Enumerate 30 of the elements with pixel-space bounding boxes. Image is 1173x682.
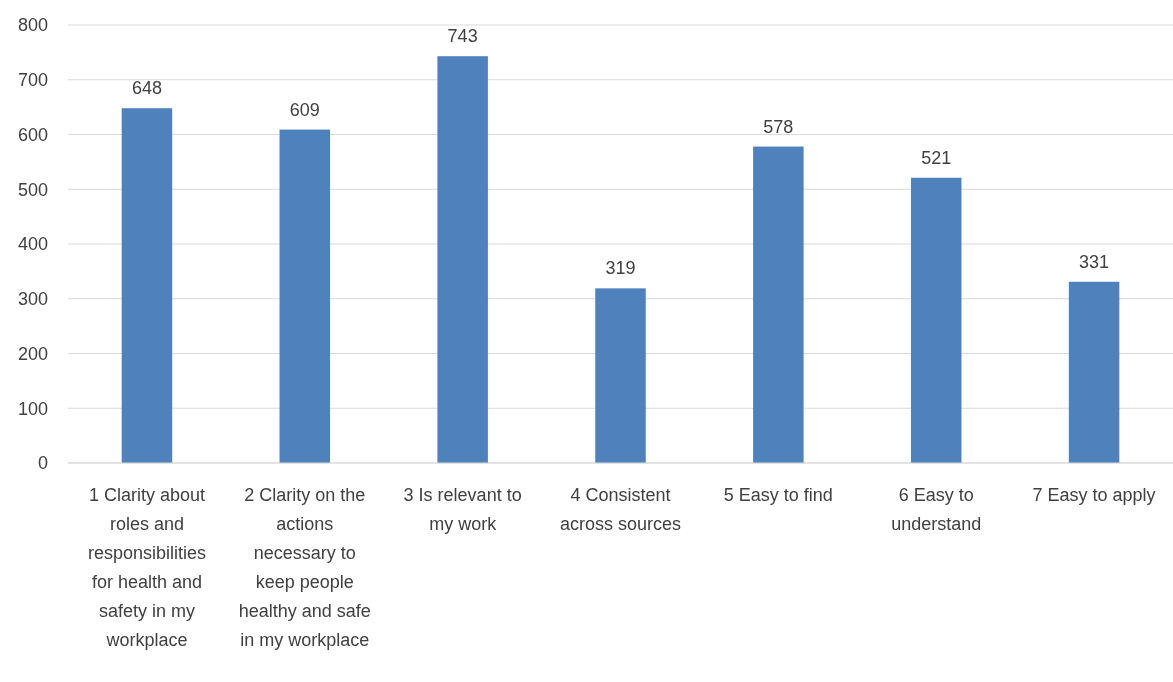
bar bbox=[1068, 281, 1120, 463]
y-tick-label: 200 bbox=[17, 343, 48, 364]
bar bbox=[279, 129, 331, 463]
y-tick-label: 800 bbox=[17, 15, 48, 36]
y-tick-label: 0 bbox=[37, 453, 48, 474]
x-tick-label: 1 Clarity about roles and responsibilities for health and safety in my workplace bbox=[87, 485, 206, 650]
data-label: 743 bbox=[447, 26, 478, 47]
bar bbox=[595, 288, 646, 463]
data-label: 331 bbox=[1079, 251, 1110, 272]
x-tick-label: 7 Easy to apply bbox=[1032, 485, 1156, 505]
data-label: 578 bbox=[763, 116, 794, 137]
y-tick-label: 300 bbox=[17, 289, 48, 310]
bar bbox=[437, 56, 488, 463]
y-tick-label: 700 bbox=[17, 70, 48, 91]
data-label: 609 bbox=[289, 99, 320, 120]
data-label: 521 bbox=[921, 147, 952, 168]
x-tick-label: 3 Is relevant to my work bbox=[403, 485, 522, 534]
x-tick-label: 6 Easy to understand bbox=[891, 485, 982, 534]
bar bbox=[753, 146, 804, 463]
y-tick-label: 100 bbox=[17, 398, 48, 419]
y-tick-label: 400 bbox=[17, 234, 48, 255]
data-label: 648 bbox=[131, 78, 162, 99]
x-tick-label: 2 Clarity on the actions necessary to keep people healthy and safe in my workplace bbox=[238, 485, 371, 650]
bar bbox=[910, 177, 962, 463]
bar bbox=[121, 108, 173, 463]
x-tick-label: 4 Consistent across sources bbox=[559, 485, 682, 534]
y-tick-label: 500 bbox=[17, 179, 48, 200]
y-tick-label: 600 bbox=[17, 124, 48, 145]
data-label: 319 bbox=[605, 258, 636, 279]
x-tick-label: 5 Easy to find bbox=[723, 485, 833, 505]
